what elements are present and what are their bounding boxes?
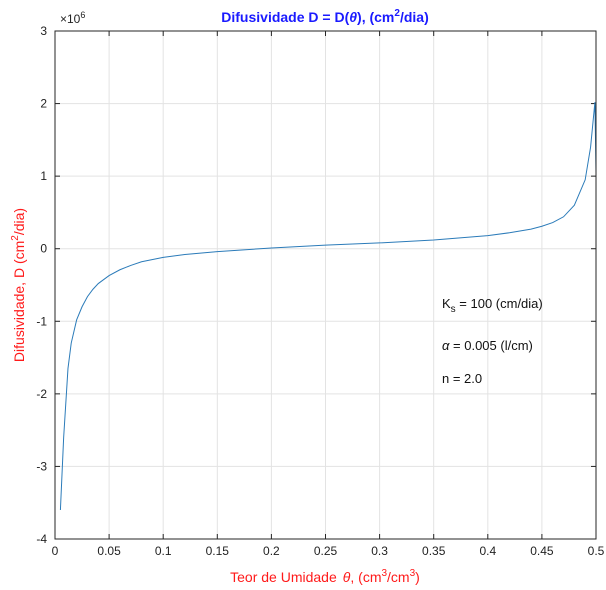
title-main: Difusividade D = D( bbox=[221, 9, 349, 25]
y-exponent-base: ×10 bbox=[60, 12, 81, 26]
x-tick-labels: 0 0.05 0.1 0.15 0.2 0.25 0.3 0.35 0.4 0.45 0.5 bbox=[52, 544, 605, 558]
ylabel-sup: 2 bbox=[10, 235, 21, 241]
chart-title: Difusividade D = D(θ), (cm2/dia) bbox=[221, 8, 428, 25]
x-tick-label: 0.35 bbox=[422, 544, 446, 558]
title-end: /dia) bbox=[400, 9, 429, 25]
y-tick-label: -3 bbox=[36, 459, 47, 473]
series-line bbox=[59, 102, 597, 510]
y-tick-label: 3 bbox=[40, 24, 47, 38]
xlabel-mid: , (cm bbox=[350, 569, 381, 585]
y-tick-label: 1 bbox=[40, 169, 47, 183]
y-tick-label: 2 bbox=[40, 97, 47, 111]
alpha-symbol: α bbox=[442, 338, 450, 353]
annotation-ks: Ks = 100 (cm/dia) bbox=[442, 296, 543, 315]
y-tick-label: -4 bbox=[36, 532, 47, 546]
title-theta: θ bbox=[349, 9, 357, 25]
x-tick-label: 0 bbox=[52, 544, 59, 558]
y-axis-label: Difusividade, D (cm2/dia) bbox=[10, 208, 27, 362]
xlabel-end: ) bbox=[415, 569, 420, 585]
xlabel-sup1: 3 bbox=[381, 568, 387, 579]
x-tick-label: 0.25 bbox=[314, 544, 338, 558]
annotation-alpha: α = 0.005 (l/cm) bbox=[442, 338, 533, 353]
y-tick-labels: -4 -3 -2 -1 0 1 2 3 bbox=[36, 24, 47, 546]
x-tick-label: 0.45 bbox=[530, 544, 554, 558]
alpha-value: = 0.005 (l/cm) bbox=[449, 338, 532, 353]
xlabel-sup2: 3 bbox=[410, 568, 416, 579]
xlabel-main: Teor de Umidade bbox=[230, 569, 337, 585]
x-axis-label: Teor de Umidade θ, (cm3/cm3) bbox=[230, 568, 420, 585]
xlabel-mid2: /cm bbox=[387, 569, 410, 585]
y-exponent-power: 6 bbox=[80, 10, 85, 20]
x-tick-label: 0.15 bbox=[206, 544, 230, 558]
ks-value: = 100 (cm/dia) bbox=[456, 296, 543, 311]
y-tick-label: -1 bbox=[36, 314, 47, 328]
ylabel-end: /dia) bbox=[11, 208, 27, 235]
ks-sub: s bbox=[451, 304, 456, 315]
y-tick-label: -2 bbox=[36, 387, 47, 401]
x-tick-label: 0.05 bbox=[97, 544, 121, 558]
annotation-n: n = 2.0 bbox=[442, 371, 482, 386]
title-sup: 2 bbox=[394, 8, 400, 19]
x-tick-label: 0.4 bbox=[479, 544, 496, 558]
title-mid: ), (cm bbox=[357, 9, 394, 25]
x-tick-label: 0.1 bbox=[155, 544, 172, 558]
x-tick-label: 0.5 bbox=[588, 544, 605, 558]
y-tick-label: 0 bbox=[40, 242, 47, 256]
xlabel-theta: θ bbox=[343, 569, 351, 585]
x-tick-label: 0.2 bbox=[263, 544, 280, 558]
ks-label: K bbox=[442, 296, 451, 311]
plot-frame bbox=[54, 30, 597, 540]
x-tick-label: 0.3 bbox=[371, 544, 388, 558]
y-exponent: ×106 bbox=[60, 10, 85, 26]
ylabel-main: Difusividade, D (cm bbox=[11, 241, 27, 362]
